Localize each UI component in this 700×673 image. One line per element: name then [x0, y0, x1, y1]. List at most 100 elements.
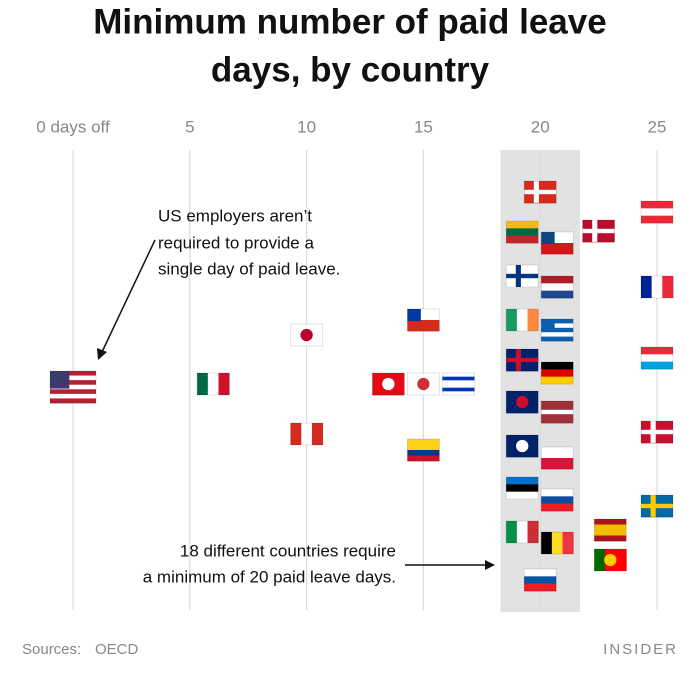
flag-stripe [541, 323, 574, 329]
flag-border [406, 438, 440, 462]
source-label: Sources: [22, 641, 81, 658]
flag-stripe [50, 389, 96, 395]
flag [540, 446, 574, 470]
flag-stripe [50, 398, 96, 404]
flag-cross [506, 273, 539, 279]
flag [540, 531, 574, 555]
flag-stripe [50, 371, 96, 376]
flag-stripe [541, 243, 574, 255]
flag-stripe [442, 384, 475, 388]
flag [49, 370, 97, 404]
flag [406, 372, 440, 396]
flag-border [196, 372, 230, 396]
flag-stripe [527, 309, 539, 331]
flag-stripe [541, 283, 574, 291]
flag-border [441, 372, 475, 396]
flag-stripe [442, 380, 475, 385]
flag-border [290, 422, 324, 446]
flag-border [540, 400, 574, 424]
flag-border [505, 264, 539, 288]
flag-border [540, 275, 574, 299]
flag-cross [641, 429, 673, 435]
flag-stripe [594, 530, 627, 536]
flag-stripe [506, 477, 539, 485]
flag-stripe [641, 361, 673, 370]
flag-border [49, 370, 97, 404]
annotation: 18 different countries require [180, 541, 396, 560]
flag-stripe [541, 362, 574, 370]
flag-stripe [524, 576, 557, 584]
flag-stripe [594, 535, 627, 542]
flag [640, 494, 674, 518]
flag [505, 476, 539, 500]
flag-border [290, 323, 324, 347]
flag [640, 420, 674, 444]
flag-dot [516, 395, 529, 409]
annotation: US employers aren’t [158, 206, 312, 225]
x-tick-label: 15 [414, 117, 433, 136]
flag [290, 422, 324, 446]
flag-stripe [594, 524, 627, 531]
flag-stripe [541, 405, 574, 411]
flag [540, 488, 574, 512]
flag-dot [604, 553, 617, 567]
flag [523, 568, 557, 592]
flag-stripe [551, 532, 563, 554]
flag-border [505, 348, 539, 372]
flag-canton [50, 371, 70, 389]
flag-stripe [506, 484, 539, 492]
flag-stripe [442, 391, 475, 396]
x-tick-label: 5 [185, 117, 194, 136]
flag [540, 275, 574, 299]
flag-stripe [50, 393, 96, 399]
annotation: single day of paid leave. [158, 259, 340, 278]
flag [505, 220, 539, 244]
flag-stripe [301, 423, 313, 445]
flag-stripe [442, 373, 475, 377]
flag-stripe [541, 332, 574, 337]
flag-stripe [506, 521, 518, 543]
flag-stripe [641, 208, 673, 216]
flag-cross [582, 228, 615, 234]
flag [441, 372, 475, 396]
flag [406, 438, 440, 462]
x-tick-label: 10 [297, 117, 316, 136]
flag-canton [541, 232, 555, 245]
flag [505, 348, 539, 372]
flag-stripe [594, 549, 606, 571]
flag-stripe [50, 380, 96, 386]
flag-stripe [651, 276, 663, 298]
flag-stripe [524, 569, 557, 577]
flag-canton [541, 319, 555, 332]
flag-stripe [615, 549, 627, 571]
flag-border [540, 446, 574, 470]
flag-stripe [641, 354, 673, 362]
flag [505, 308, 539, 332]
flag [540, 361, 574, 385]
flag-stripe [641, 347, 673, 355]
flag-border [505, 220, 539, 244]
flag-border [505, 476, 539, 500]
flag-border [540, 318, 574, 342]
flag-stripe [407, 444, 440, 451]
flag-stripe [541, 276, 574, 284]
arrowhead [485, 560, 495, 570]
flag-stripe [541, 369, 574, 377]
flag-border [540, 231, 574, 255]
flag-stripe [641, 215, 673, 224]
flag-stripe [506, 228, 539, 236]
flag-border [640, 275, 674, 299]
flag-border [505, 390, 539, 414]
flag-stripe [541, 496, 574, 504]
flag [640, 200, 674, 224]
flag-border [406, 308, 440, 332]
flag-border [523, 568, 557, 592]
flag-border [371, 372, 405, 396]
chart-title: days, by country [211, 50, 490, 89]
flag-border [505, 520, 539, 544]
flag [640, 275, 674, 299]
flag-stripe [594, 519, 627, 525]
flag [406, 308, 440, 332]
flag-stripe [662, 276, 674, 298]
